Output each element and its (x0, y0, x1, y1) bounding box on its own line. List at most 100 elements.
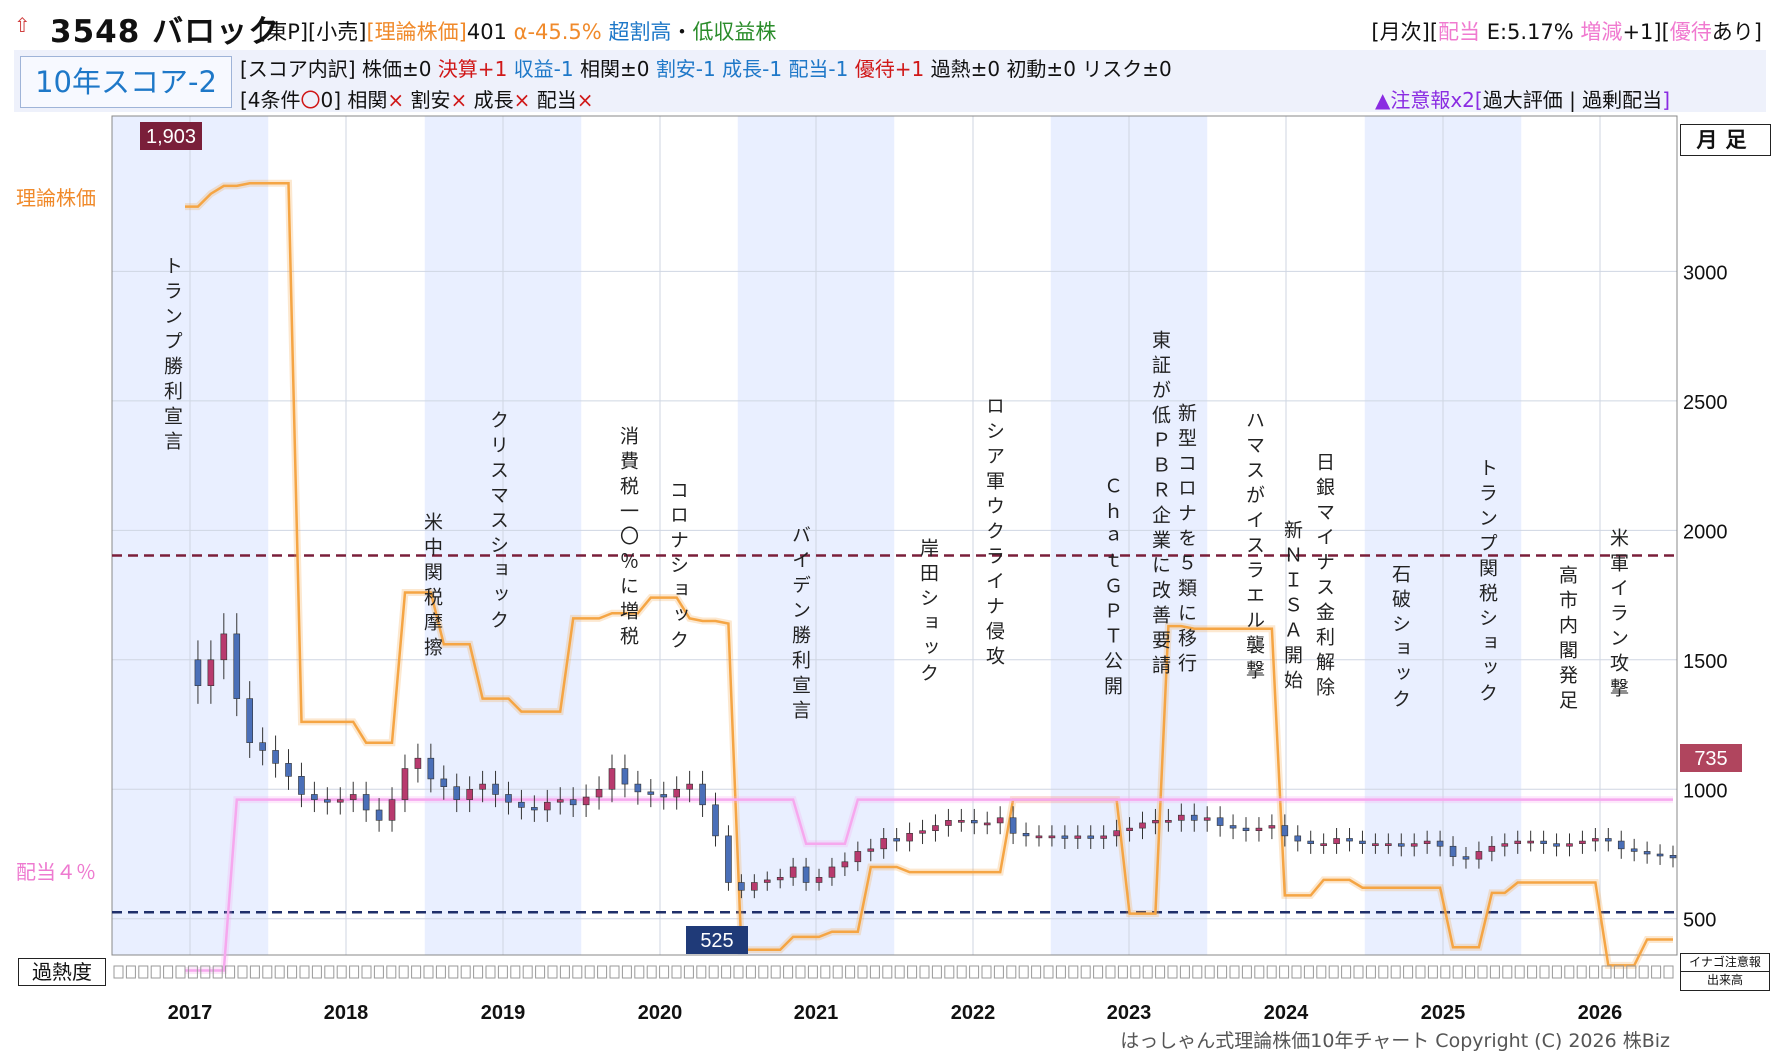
overheat-cell (1502, 965, 1513, 979)
candle-body (1139, 822, 1146, 829)
overheat-cell (832, 965, 843, 979)
candle-body (1333, 838, 1340, 844)
candle-body (763, 879, 771, 883)
overheat-cell (175, 965, 186, 979)
candle-body (1022, 832, 1030, 837)
candle-body (945, 820, 952, 826)
candle-body (1669, 855, 1677, 859)
candle-body (1553, 843, 1560, 847)
event-label: ハマスがイスラエル襲撃 (1243, 410, 1265, 685)
overheat-cell (1192, 965, 1203, 979)
candle-body (880, 838, 888, 850)
candle-body (194, 659, 202, 686)
overheat-cell (497, 965, 508, 979)
candle-body (1074, 835, 1082, 839)
theory-tag: [理論株価] (366, 20, 467, 44)
candle-body (1113, 830, 1120, 837)
candle-body (1617, 840, 1625, 850)
high-badge: 1,903 (146, 126, 196, 148)
y-tick-label: 500 (1683, 910, 1716, 932)
candle-body (569, 799, 577, 806)
candle-body (634, 783, 642, 793)
candle-body (1566, 843, 1573, 847)
overheat-cell (758, 965, 769, 979)
overheat-cell (931, 965, 942, 979)
overheat-cell (274, 965, 285, 979)
inago-label: イナゴ注意報 (1689, 955, 1761, 969)
overheat-cell (547, 965, 558, 979)
event-label: 高市内閣発足 (1556, 565, 1578, 715)
candle-body (1203, 817, 1211, 821)
candle-body (1514, 840, 1522, 844)
candle-body (1423, 840, 1431, 844)
overheat-cell (150, 965, 161, 979)
overheat-cell (1303, 965, 1314, 979)
overheat-cell (1204, 965, 1215, 979)
candle-body (1255, 827, 1263, 832)
candle-body (1100, 835, 1107, 839)
score-sokan: 相関±0 (579, 57, 650, 81)
overheat-cell (1105, 965, 1116, 979)
candle-body (1190, 814, 1198, 821)
candle-body (1048, 835, 1056, 839)
overheat-cell (1477, 965, 1488, 979)
candle-body (233, 633, 241, 699)
score-breakdown: [スコア内訳] 株価±0 決算+1 収益-1 相関±0 割安-1 成長-1 配当… (240, 53, 1172, 82)
candle-body (867, 848, 875, 852)
last-price-badge: 735 (1694, 748, 1727, 770)
candle-body (660, 794, 668, 798)
x-tick-label: 2021 (794, 1002, 839, 1024)
candle-body (893, 838, 900, 842)
score-wariyasu: 割安-1 (655, 57, 716, 81)
overheat-cell (423, 965, 434, 979)
overheat-cell (1378, 965, 1389, 979)
overheat-cell (919, 965, 930, 979)
candle-body (699, 783, 706, 806)
candle-body (349, 794, 357, 800)
overheat-cell (733, 965, 744, 979)
candle-body (1436, 840, 1444, 847)
change-tag: 増減 (1573, 20, 1623, 44)
overheat-cell (1217, 965, 1228, 979)
overheat-cell (1328, 965, 1339, 979)
candle-body (673, 788, 680, 798)
candle-body (582, 796, 590, 806)
candle-body (854, 851, 862, 863)
candle-body (1385, 843, 1392, 846)
candle-body (970, 820, 978, 824)
candle-body (595, 788, 603, 798)
overheat-cell (634, 965, 645, 979)
candle-body (220, 633, 228, 661)
overheat-cell (1390, 965, 1401, 979)
overheat-cell (1018, 965, 1029, 979)
monthly-button[interactable]: 月足 (1680, 124, 1771, 156)
warning-label: ▲注意報x2 (1374, 88, 1475, 112)
overheat-cell (1055, 965, 1066, 979)
candle-body (1009, 817, 1017, 834)
candle-body (1592, 838, 1599, 842)
overheat-cell (138, 965, 149, 979)
cross-icon: × (450, 88, 468, 112)
overheat-cell (857, 965, 868, 979)
candle-body (1346, 838, 1353, 842)
overheat-cell (993, 965, 1004, 979)
inago-volume-box[interactable]: イナゴ注意報 出来高 (1680, 953, 1770, 991)
overheat-cell (572, 965, 583, 979)
overheat-cell (621, 965, 632, 979)
candle-body (1410, 843, 1418, 847)
overheat-cell (609, 965, 620, 979)
overheat-cell (745, 965, 756, 979)
overheat-cell (1353, 965, 1364, 979)
overheat-cell (1031, 965, 1042, 979)
overheat-cell (324, 965, 335, 979)
x-tick-label: 2024 (1264, 1002, 1309, 1024)
overheat-cell (485, 965, 496, 979)
event-label: 日銀マイナス金利解除 (1313, 452, 1335, 702)
score-badge[interactable]: 10年スコア-2 (20, 56, 232, 108)
candle-body (738, 882, 745, 891)
overheat-cell (398, 965, 409, 979)
candle-body (608, 768, 616, 790)
stock-meta: [東P][小売][理論株価]401 α-45.5% 超割高・低収益株 (258, 16, 776, 46)
y-tick-label: 3000 (1683, 262, 1728, 284)
candle-body (1462, 856, 1470, 860)
